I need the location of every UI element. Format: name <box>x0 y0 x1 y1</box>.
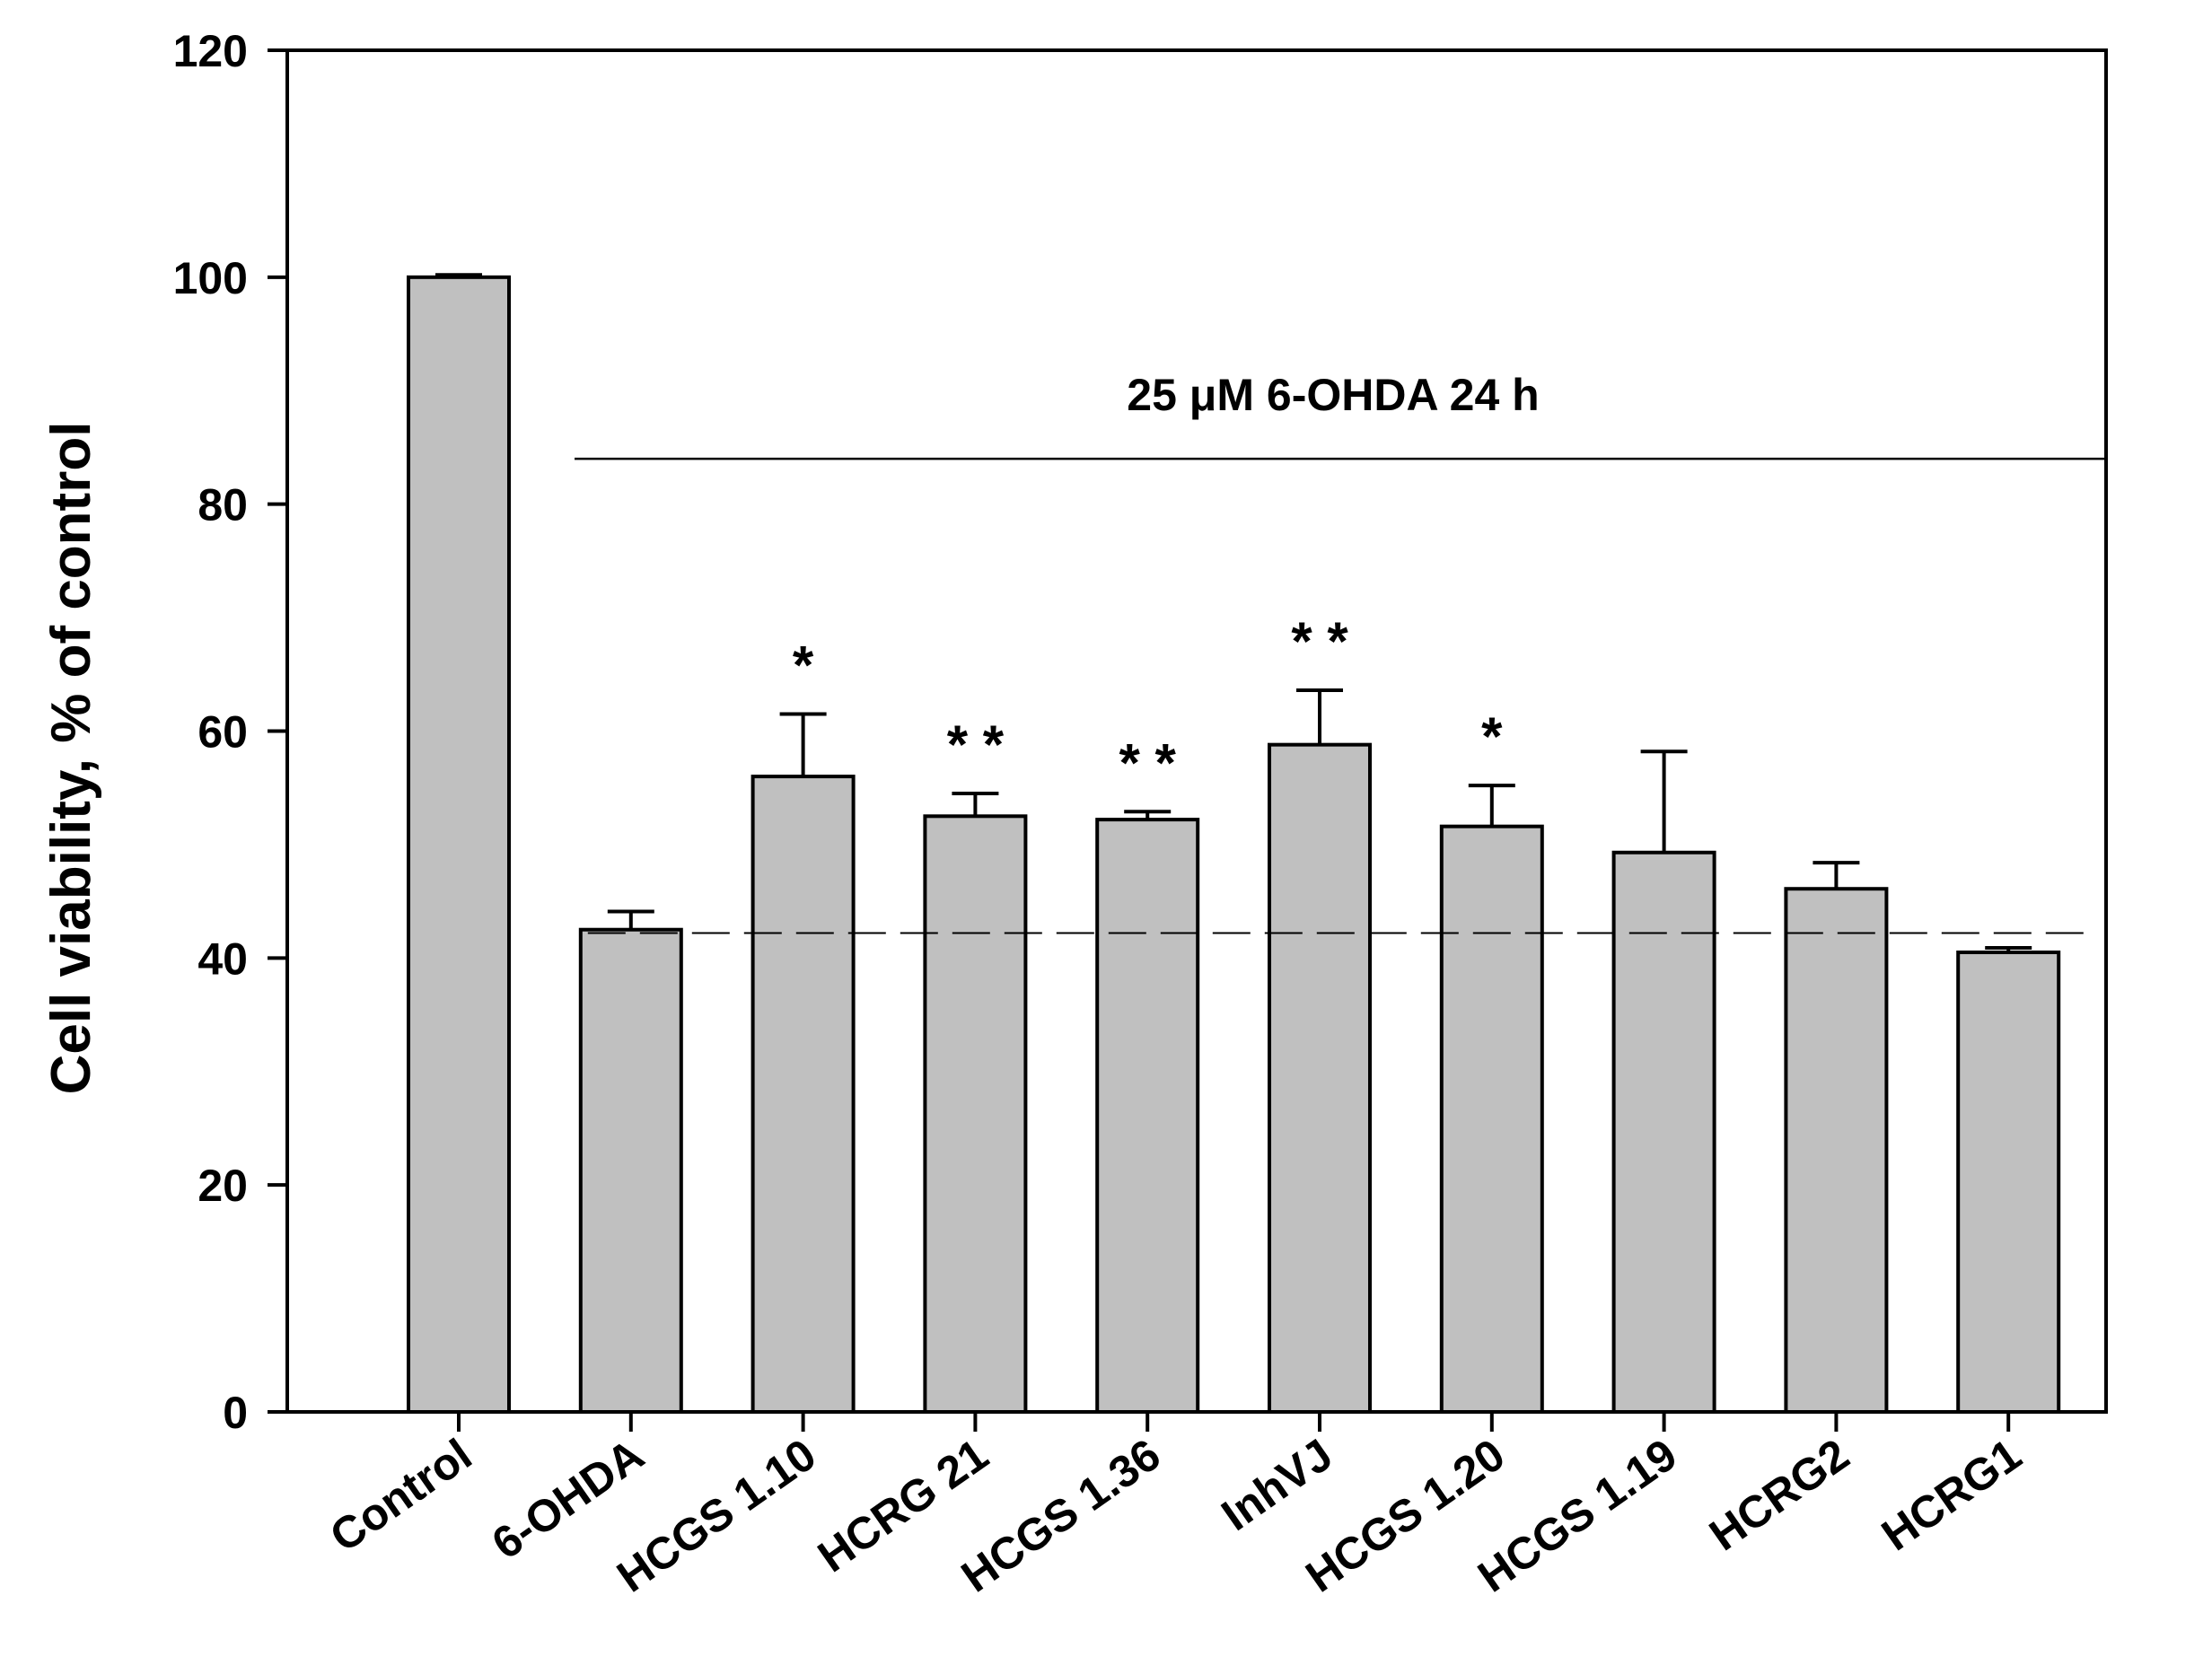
x-tick-label-8: HCRG2 <box>1700 1429 1857 1560</box>
x-tick-label-0: Control <box>321 1429 481 1562</box>
bar-4 <box>1095 818 1200 1414</box>
bar-6 <box>1439 824 1544 1414</box>
y-tick-label-120: 120 <box>173 26 248 76</box>
x-tick-label-5: InhVJ <box>1213 1429 1342 1540</box>
significance-mark-5: * * <box>1291 611 1348 671</box>
significance-mark-2: * <box>793 635 814 696</box>
bar-1 <box>578 927 683 1414</box>
y-tick-label-60: 60 <box>198 707 248 758</box>
bar-3 <box>923 814 1028 1414</box>
significance-mark-3: * * <box>947 714 1005 775</box>
x-tick-label-9: HCRG1 <box>1873 1429 2030 1560</box>
significance-mark-6: * <box>1481 706 1503 767</box>
bar-5 <box>1268 742 1372 1414</box>
bar-2 <box>750 775 856 1414</box>
annotation-text: 25 μM 6-OHDA 24 h <box>1127 370 1539 420</box>
y-tick-label-40: 40 <box>198 933 248 984</box>
y-tick-label-100: 100 <box>173 253 248 303</box>
y-tick-label-80: 80 <box>198 480 248 530</box>
bar-9 <box>1956 951 2061 1414</box>
bar-8 <box>1784 887 1889 1414</box>
y-tick-label-20: 20 <box>198 1161 248 1211</box>
y-tick-label-0: 0 <box>223 1388 248 1438</box>
y-axis-label: Cell viability, % of control <box>40 422 102 1095</box>
bar-0 <box>407 275 511 1414</box>
significance-mark-4: * * <box>1119 732 1177 793</box>
bar-7 <box>1611 850 1716 1414</box>
